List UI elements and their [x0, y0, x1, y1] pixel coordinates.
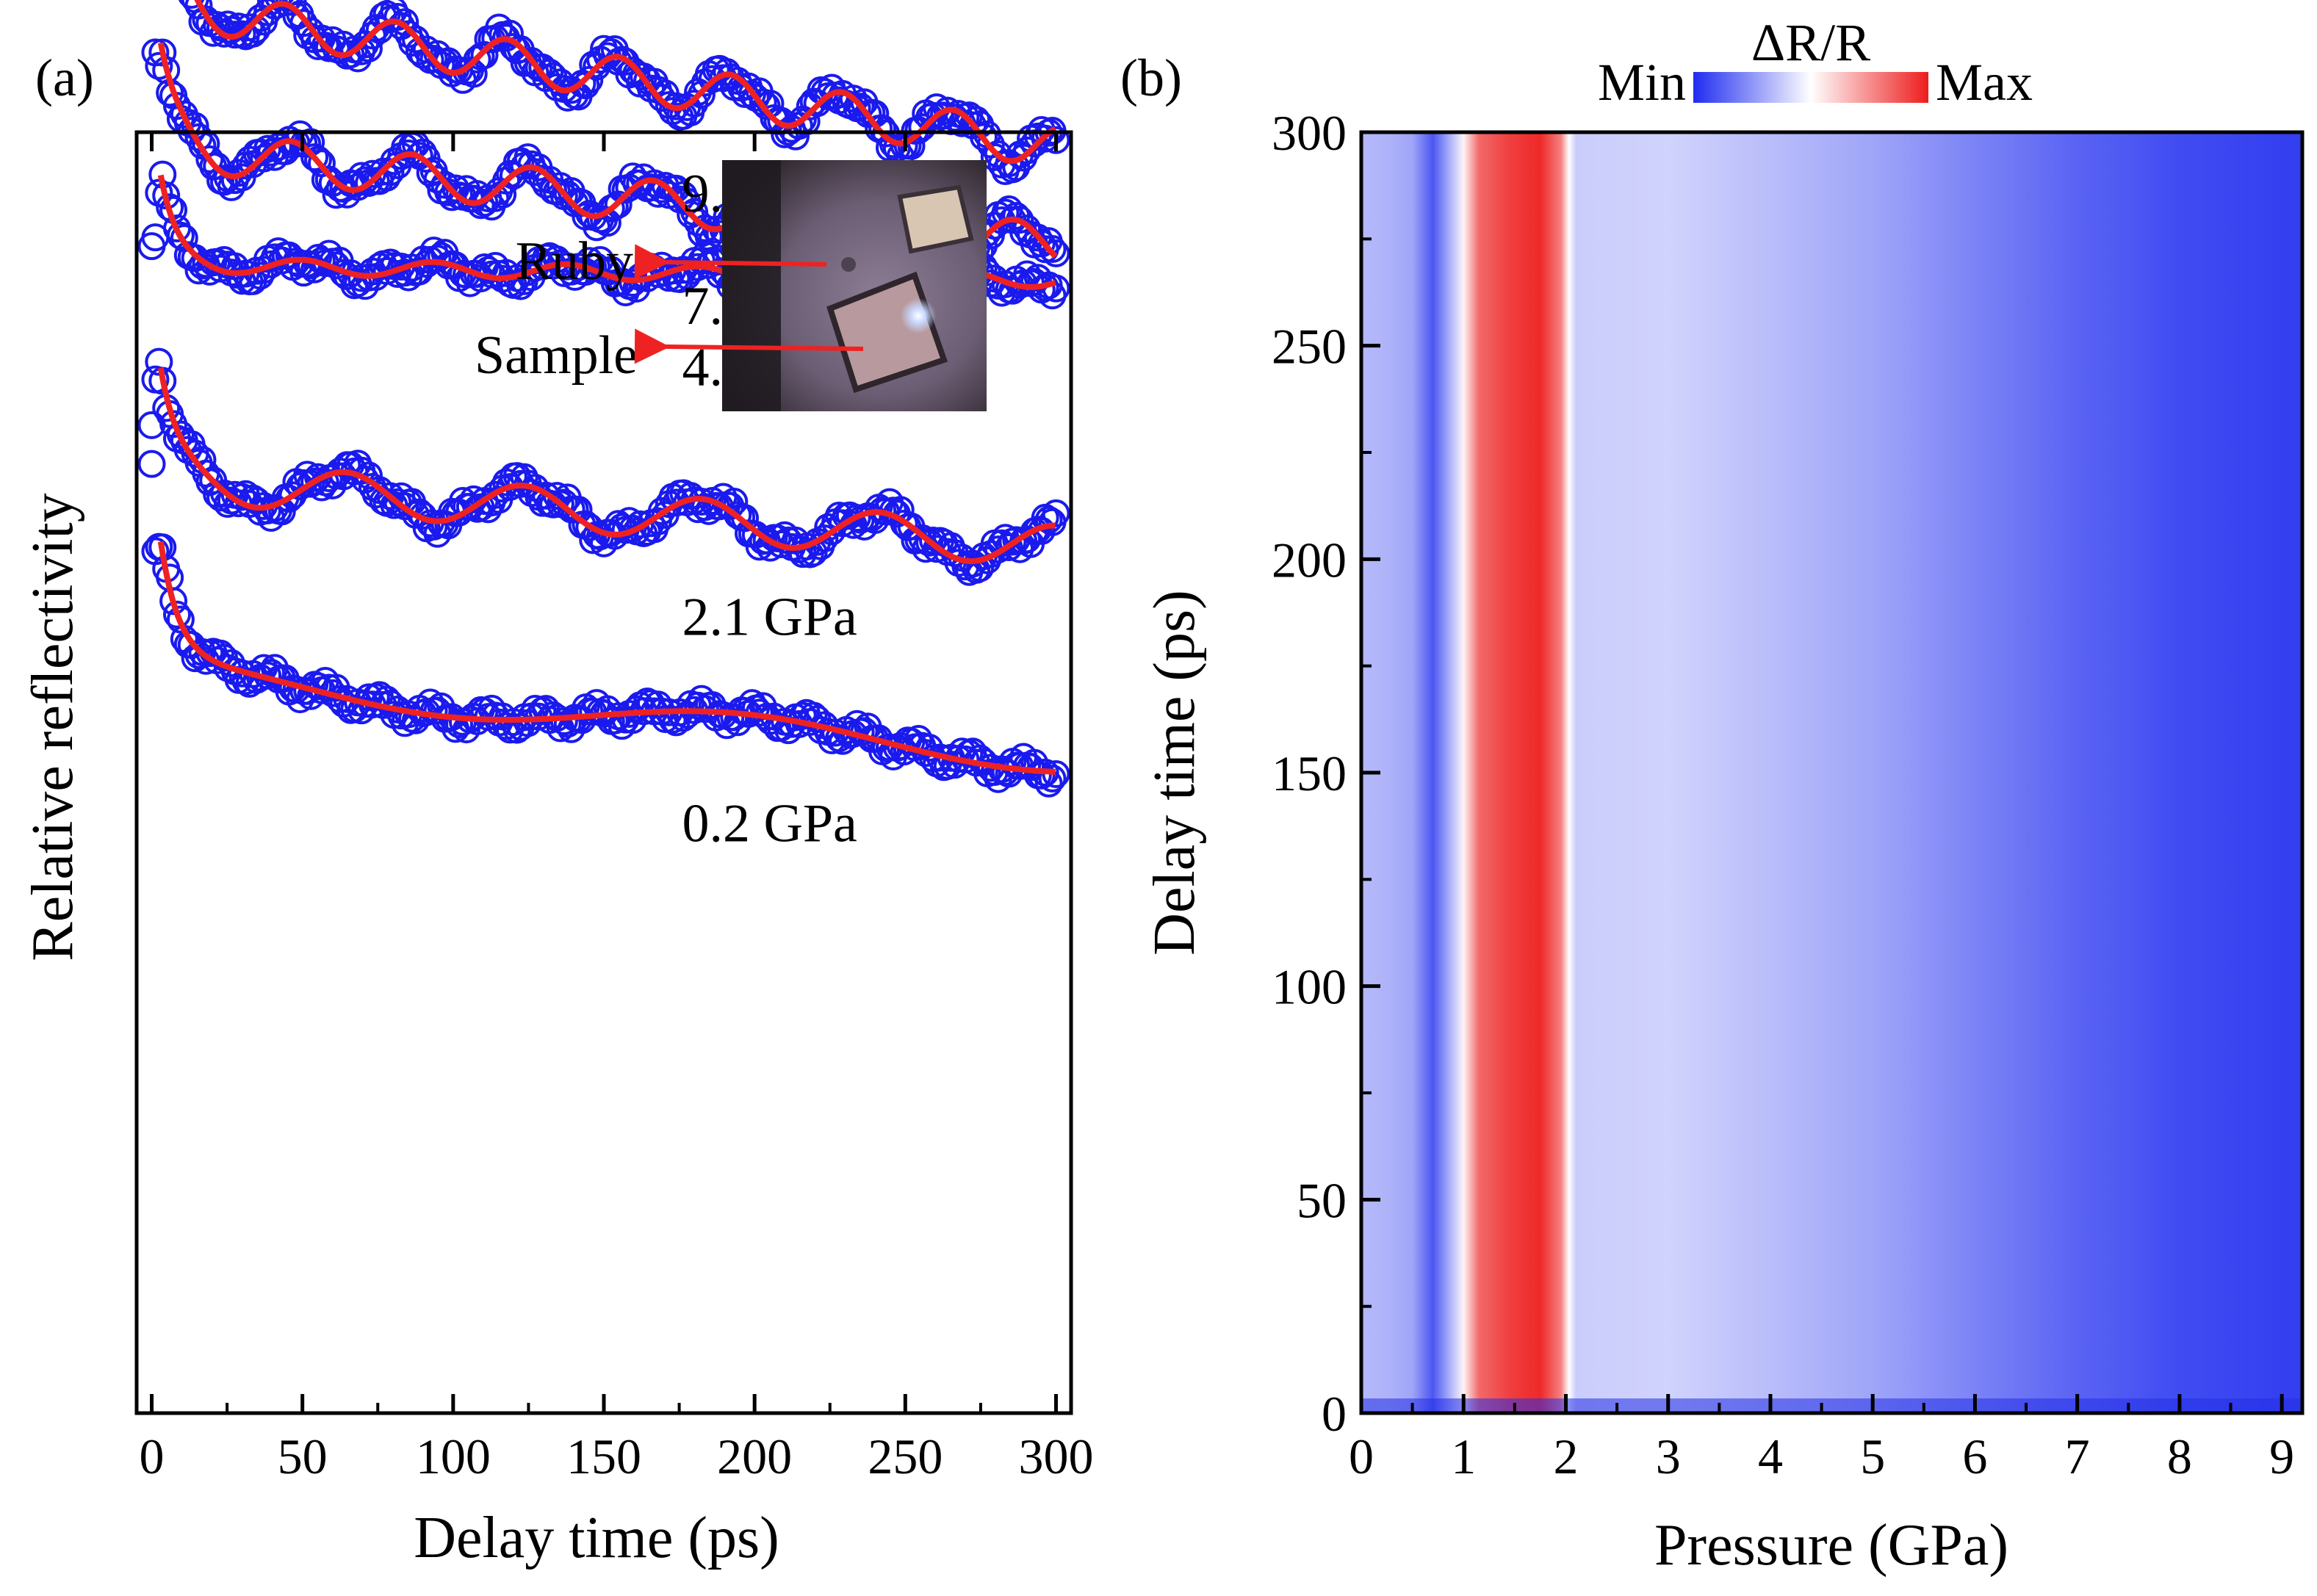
- data-point: [300, 143, 329, 172]
- y-tick-label: 0: [1322, 1386, 1347, 1442]
- colorbar: [1693, 72, 1928, 103]
- inset-arrow-ruby: [634, 244, 827, 280]
- data-point: [300, 467, 329, 496]
- x-tick-label: 7: [2065, 1429, 2090, 1484]
- series-label: 0.2 GPa: [682, 793, 857, 853]
- data-point: [510, 463, 538, 491]
- inset-arrow-sample: [634, 328, 864, 364]
- x-tick-label: 6: [1962, 1429, 1987, 1484]
- panel-b-label: (b): [1120, 48, 1182, 107]
- panel-b-ylabel: Delay time (ps): [1142, 590, 1207, 956]
- colorbar-min-label: Min: [1598, 53, 1686, 112]
- data-point: [966, 554, 995, 582]
- inset-label-sample: Sample: [475, 325, 638, 386]
- data-point: [264, 0, 292, 11]
- series-label: 2.1 GPa: [682, 588, 857, 648]
- data-point: [1034, 505, 1063, 534]
- panel-a-label: (a): [35, 48, 94, 107]
- x-tick-label: 4: [1758, 1429, 1783, 1484]
- data-point: [166, 221, 195, 250]
- data-point: [1027, 761, 1056, 790]
- x-tick-label: 2: [1553, 1429, 1578, 1484]
- data-point: [995, 533, 1023, 562]
- x-tick-label: 1: [1451, 1429, 1476, 1484]
- panel-a-xlabel: Delay time (ps): [414, 1506, 779, 1570]
- fit-line: [157, 367, 1056, 565]
- data-point: [137, 449, 166, 478]
- x-tick-label: 3: [1656, 1429, 1681, 1484]
- y-tick-label: 150: [1272, 745, 1347, 801]
- x-tick-label: 50: [278, 1429, 328, 1484]
- data-point: [365, 15, 394, 44]
- x-tick-label: 100: [416, 1429, 491, 1484]
- data-point: [694, 223, 723, 251]
- data-point: [145, 51, 173, 80]
- x-tick-label: 300: [1018, 1429, 1093, 1484]
- inset-label-ruby: Ruby: [516, 231, 633, 292]
- x-tick-label: 250: [868, 1429, 943, 1484]
- y-tick-label: 250: [1272, 319, 1347, 375]
- data-point: [179, 0, 205, 9]
- x-tick-label: 0: [1349, 1429, 1374, 1484]
- panel-a-x-ticks: 0 50 100 150 200 250 300: [140, 132, 1093, 1484]
- heatmap: [1361, 132, 2302, 1413]
- x-tick-label: 150: [566, 1429, 641, 1484]
- x-tick-label: 0: [140, 1429, 165, 1484]
- y-tick-label: 100: [1272, 959, 1347, 1015]
- data-point: [159, 587, 188, 615]
- x-tick-label: 8: [2167, 1429, 2192, 1484]
- panel-b-xlabel: Pressure (GPa): [1654, 1513, 2008, 1578]
- data-point: [1042, 239, 1070, 267]
- data-point: [209, 167, 238, 196]
- data-point: [600, 706, 629, 734]
- y-tick-label: 200: [1272, 532, 1347, 588]
- data-point: [647, 497, 676, 525]
- panel-a-ylabel: Relative reflectivity: [21, 493, 85, 961]
- data-point: [991, 198, 1020, 227]
- colorbar-max-label: Max: [1936, 53, 2033, 112]
- y-tick-label: 300: [1272, 105, 1347, 161]
- x-tick-label: 5: [1860, 1429, 1885, 1484]
- data-point: [1042, 499, 1070, 527]
- data-point: [297, 469, 325, 498]
- panel-b-x-ticks: 0 1 2 3 4 5 6 7 8 9: [1349, 1394, 2294, 1484]
- data-point: [771, 120, 799, 148]
- data-point: [419, 45, 448, 73]
- data-point: [231, 667, 260, 696]
- x-tick-label: 200: [717, 1429, 792, 1484]
- data-point: [351, 166, 380, 195]
- data-point: [1038, 235, 1067, 264]
- data-point: [1038, 764, 1067, 792]
- y-tick-label: 50: [1297, 1172, 1347, 1228]
- x-tick-label: 9: [2269, 1429, 2294, 1484]
- fit-line: [157, 541, 1056, 775]
- panel-b-y-ticks: 0 50 100 150 200 250 300: [1272, 105, 1380, 1442]
- data-point: [166, 605, 195, 634]
- inset-photo: [722, 160, 987, 411]
- colorbar-title: ΔR/R: [1751, 13, 1870, 72]
